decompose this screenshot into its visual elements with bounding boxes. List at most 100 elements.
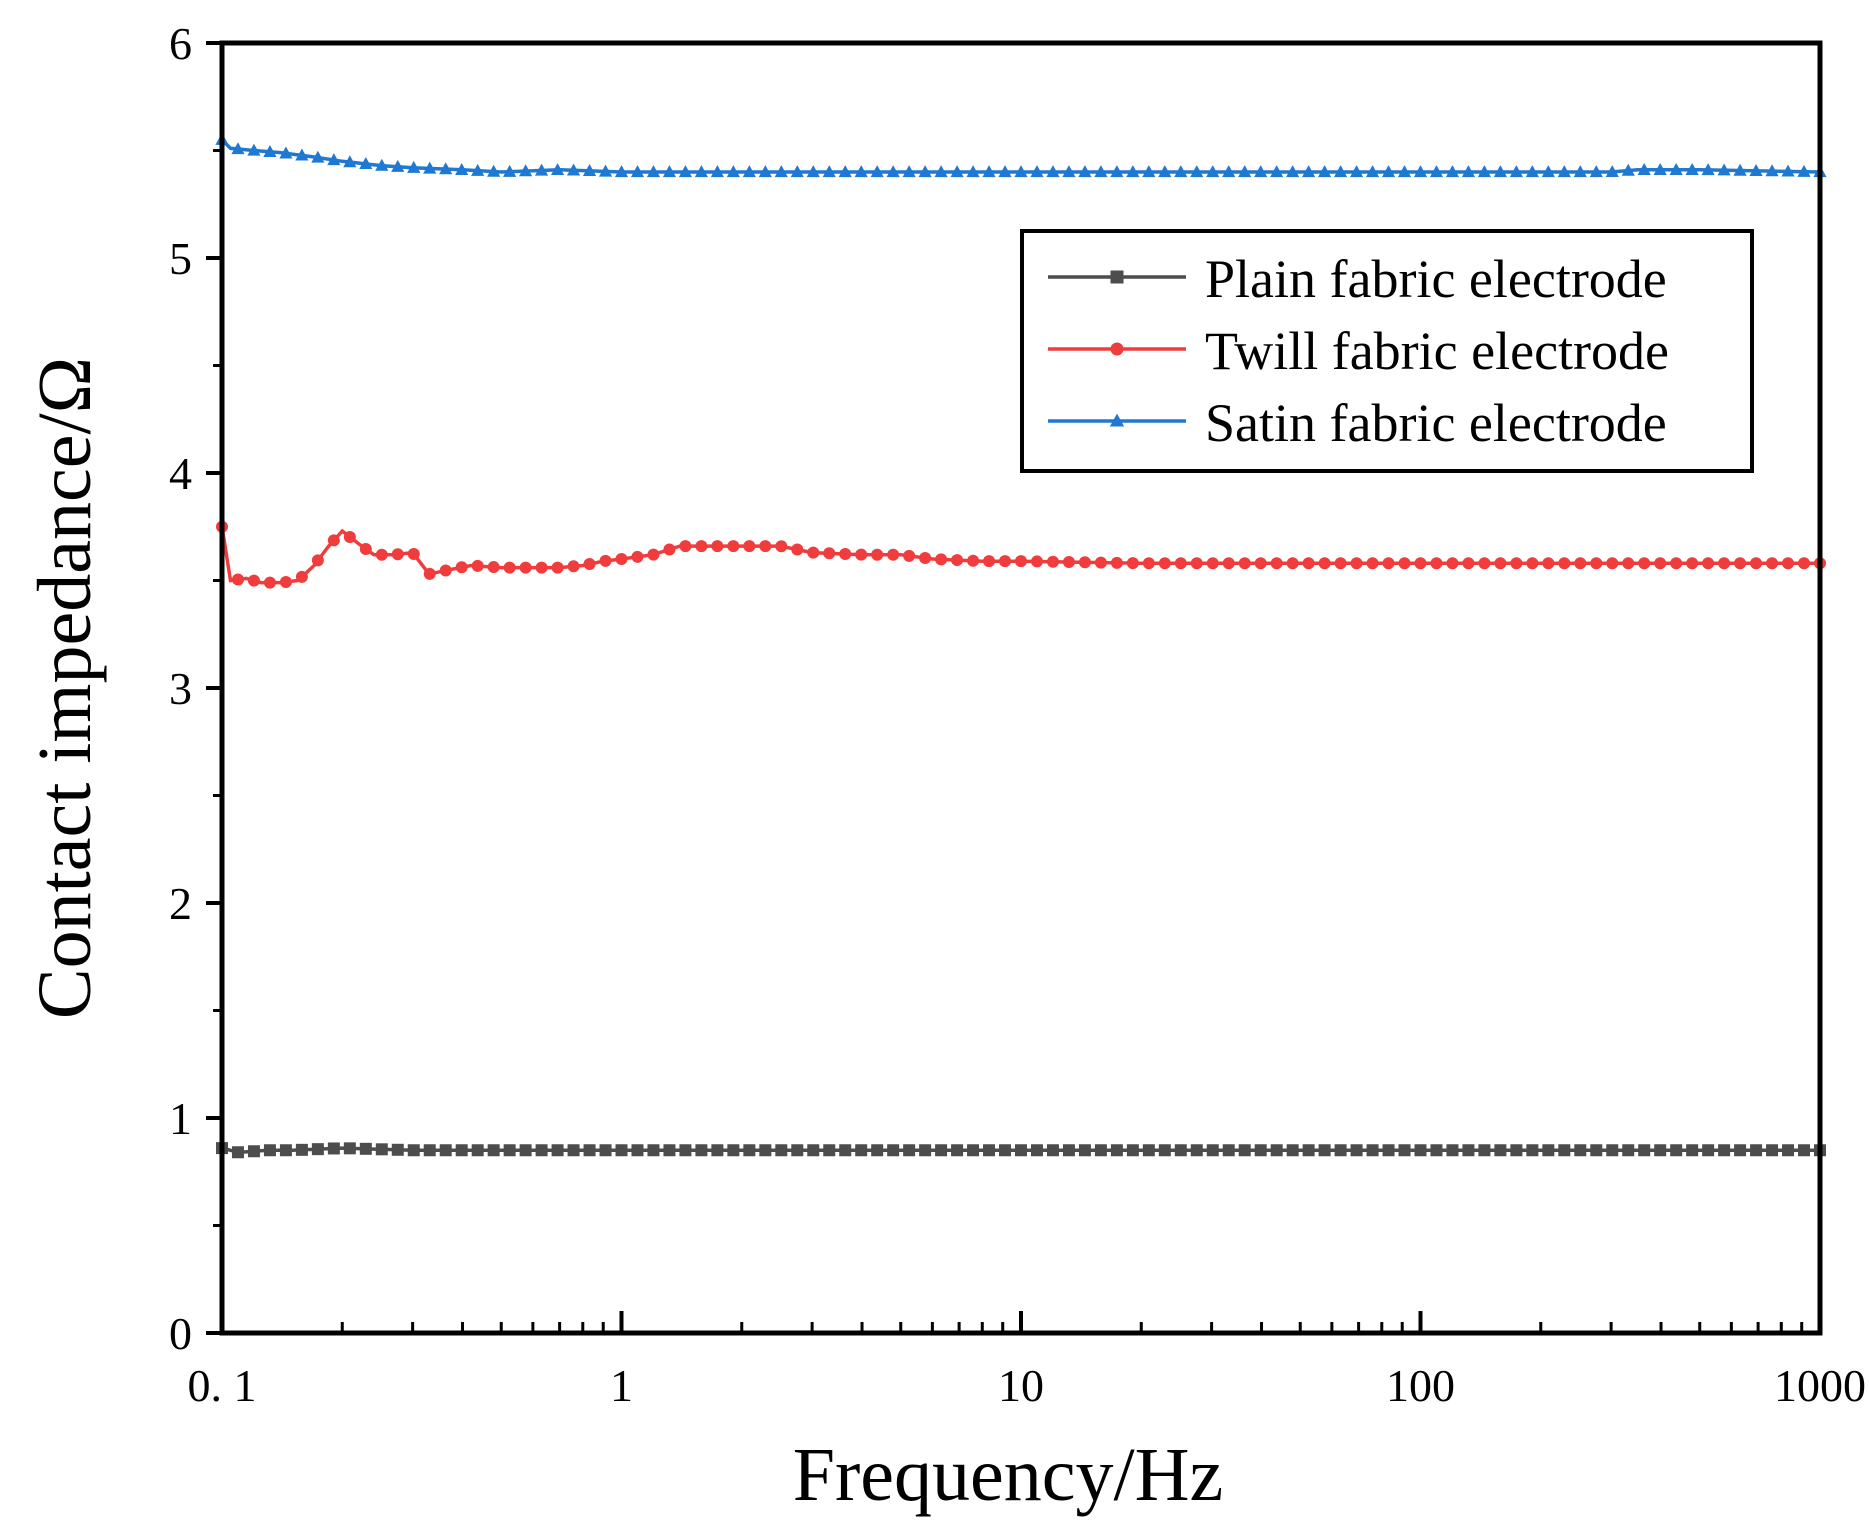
data-point-circle xyxy=(759,540,772,553)
data-point-circle xyxy=(567,560,580,573)
data-point-triangle xyxy=(566,163,581,176)
data-point-triangle xyxy=(1318,165,1332,178)
data-point-circle xyxy=(1142,557,1155,570)
data-point-circle xyxy=(1446,557,1459,570)
data-point-square xyxy=(1526,1144,1539,1157)
data-point-square xyxy=(1750,1144,1763,1157)
data-point-circle xyxy=(711,540,724,553)
data-point-circle xyxy=(855,548,868,561)
data-point-triangle xyxy=(982,165,996,178)
data-point-triangle xyxy=(391,159,405,172)
data-point-circle xyxy=(1254,557,1267,570)
data-point-triangle xyxy=(247,143,261,156)
data-point-square xyxy=(1222,1144,1235,1157)
data-point-triangle xyxy=(1701,163,1715,176)
data-point-square xyxy=(1782,1144,1795,1157)
data-point-square xyxy=(1238,1144,1251,1157)
data-point-circle xyxy=(679,540,692,553)
data-point-circle xyxy=(919,552,932,565)
data-point-triangle xyxy=(710,165,724,178)
y-axis-title: Contact impedance/Ω xyxy=(23,357,107,1019)
data-point-square xyxy=(1606,1144,1619,1157)
data-point-square xyxy=(295,1143,308,1156)
data-point-circle xyxy=(551,561,564,574)
data-point-square xyxy=(487,1144,500,1157)
data-point-triangle xyxy=(1477,165,1492,178)
data-point-square xyxy=(1382,1144,1395,1157)
data-point-circle xyxy=(1238,557,1251,570)
data-point-circle xyxy=(1462,557,1475,570)
data-point-circle xyxy=(631,550,644,563)
data-point-triangle xyxy=(1765,164,1779,177)
data-point-circle xyxy=(1126,557,1139,570)
data-point-triangle xyxy=(822,165,836,178)
series-layer xyxy=(215,132,1827,1159)
data-point-circle xyxy=(1094,556,1107,569)
data-point-triangle xyxy=(726,165,740,178)
data-point-triangle xyxy=(806,165,820,178)
data-point-triangle xyxy=(1509,165,1523,178)
data-point-square xyxy=(1446,1144,1459,1157)
data-point-triangle xyxy=(902,165,916,178)
data-point-circle xyxy=(727,540,740,553)
data-point-triangle xyxy=(1030,165,1044,178)
data-point-circle xyxy=(487,561,500,574)
data-point-triangle xyxy=(582,164,597,177)
data-point-triangle xyxy=(1334,165,1348,178)
data-point-circle xyxy=(663,543,676,556)
data-point-triangle xyxy=(1461,165,1476,178)
data-point-triangle xyxy=(1174,165,1188,178)
data-point-square xyxy=(1398,1144,1411,1157)
data-point-square xyxy=(327,1142,340,1155)
data-point-circle xyxy=(839,547,852,560)
data-point-triangle xyxy=(407,160,421,173)
data-point-circle xyxy=(375,548,388,561)
x-tick-label: 10 xyxy=(998,1360,1044,1411)
data-point-circle xyxy=(887,548,900,561)
y-tick-label: 3 xyxy=(169,663,192,714)
y-tick-label: 4 xyxy=(169,448,192,499)
data-point-square xyxy=(359,1142,372,1155)
data-point-triangle xyxy=(311,150,325,163)
data-point-square xyxy=(967,1144,980,1157)
data-point-square xyxy=(1190,1144,1203,1157)
data-point-triangle xyxy=(1381,165,1396,178)
data-point-square xyxy=(1350,1144,1363,1157)
data-point-triangle xyxy=(1222,165,1236,178)
data-point-square xyxy=(1462,1144,1475,1157)
data-point-square xyxy=(935,1144,948,1157)
data-point-circle xyxy=(999,555,1012,568)
data-point-square xyxy=(903,1144,916,1157)
data-point-circle xyxy=(903,549,916,562)
data-point-triangle xyxy=(1717,163,1731,176)
data-point-triangle xyxy=(918,165,932,178)
data-point-square xyxy=(823,1144,836,1157)
data-point-triangle xyxy=(1109,413,1125,427)
series-line-satin-fabric-electrode xyxy=(220,138,1821,174)
data-point-triangle xyxy=(487,164,501,177)
data-point-triangle xyxy=(1014,165,1028,178)
data-point-square xyxy=(1718,1144,1731,1157)
data-point-square xyxy=(231,1146,244,1159)
data-point-circle xyxy=(1190,557,1203,570)
data-point-square xyxy=(1494,1144,1507,1157)
data-point-circle xyxy=(1270,557,1283,570)
y-tick-label: 5 xyxy=(169,233,192,284)
data-point-triangle xyxy=(1365,165,1380,178)
data-point-square xyxy=(919,1144,932,1157)
data-point-circle xyxy=(1046,555,1059,568)
data-point-triangle xyxy=(854,165,868,178)
data-point-square xyxy=(1766,1144,1779,1157)
data-point-triangle xyxy=(295,148,309,161)
data-point-circle xyxy=(1174,557,1187,570)
y-tick-label: 0 xyxy=(169,1308,192,1359)
data-point-square xyxy=(1798,1144,1811,1157)
data-point-triangle xyxy=(375,158,389,171)
data-point-triangle xyxy=(1573,165,1587,178)
legend-label-satin-fabric-electrode: Satin fabric electrode xyxy=(1205,393,1667,453)
data-point-square xyxy=(1638,1144,1651,1157)
data-point-triangle xyxy=(439,162,453,175)
data-point-triangle xyxy=(678,165,693,178)
data-point-triangle xyxy=(327,153,341,166)
x-tick-label: 1 xyxy=(610,1360,633,1411)
